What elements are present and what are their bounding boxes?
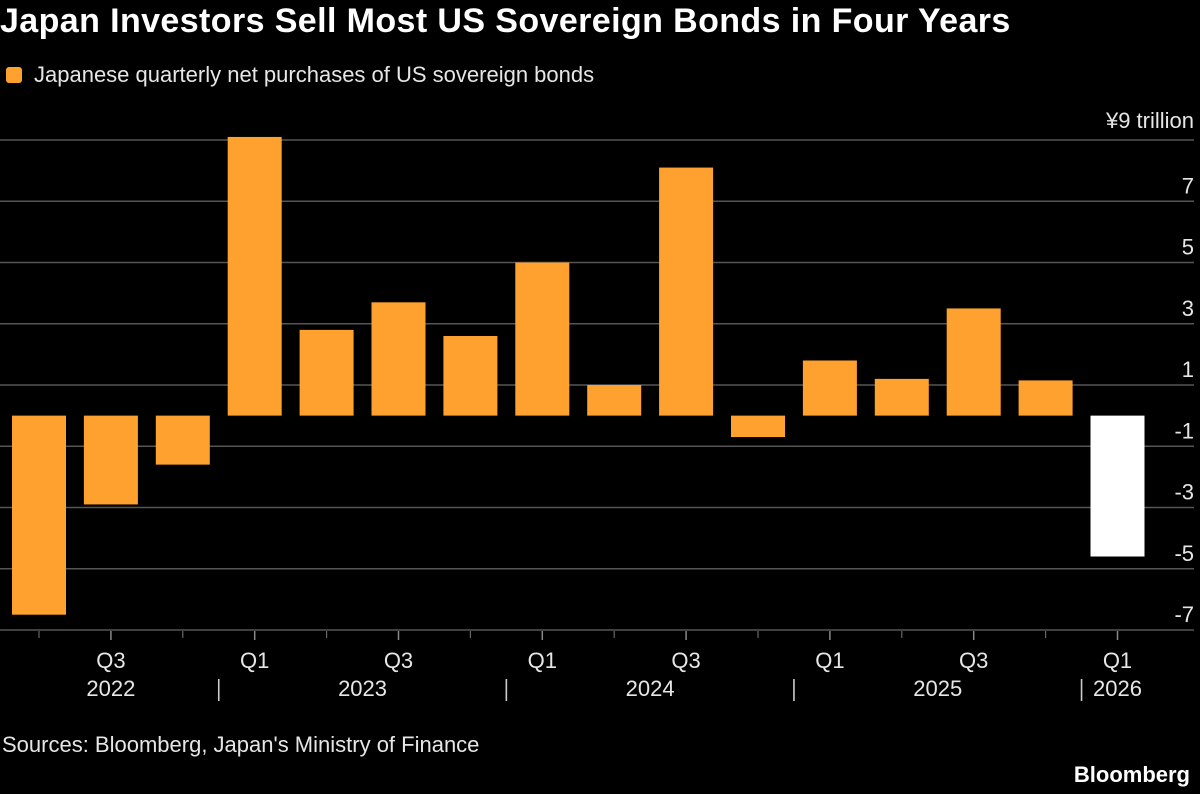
y-tick-label: -5 — [1174, 541, 1194, 566]
y-tick-label: 1 — [1182, 357, 1194, 382]
y-tick-label: ¥9 trillion — [1105, 108, 1194, 133]
x-tick-label: Q3 — [96, 648, 125, 673]
bar-2025-q3 — [946, 308, 1001, 416]
bars — [12, 136, 1145, 615]
y-tick-label: -3 — [1174, 480, 1194, 505]
year-label: 2025 — [913, 676, 962, 701]
x-tick-label: Q3 — [959, 648, 988, 673]
y-tick-label: -7 — [1174, 602, 1194, 627]
bar-2026-q1 — [1090, 415, 1145, 557]
x-tick-label: Q1 — [528, 648, 557, 673]
x-tick-label: Q3 — [671, 648, 700, 673]
bloomberg-logo: Bloomberg — [1073, 762, 1190, 787]
x-axis: Q3 Q1 Q3 Q1 Q3 Q1 Q3 Q1 2022 2023 2024 2025 2026 — [38, 631, 1142, 701]
bar-2023-q3 — [371, 302, 426, 416]
chart-title: Japan Investors Sell Most US Sovereign B… — [0, 2, 1011, 40]
year-label: 2022 — [86, 676, 135, 701]
bar-2025-q1 — [802, 360, 857, 416]
bar-2024-q3 — [659, 167, 714, 416]
bar-2025-q2 — [874, 378, 929, 416]
bar-2024-q1 — [515, 262, 570, 416]
x-tick-label: Q1 — [1103, 648, 1132, 673]
bar-2022-q4 — [155, 415, 210, 465]
source-note: Sources: Bloomberg, Japan's Ministry of … — [2, 732, 480, 757]
legend: Japanese quarterly net purchases of US s… — [6, 62, 594, 88]
bar-2022-q2 — [12, 415, 66, 615]
y-tick-label: 3 — [1182, 296, 1194, 321]
legend-label: Japanese quarterly net purchases of US s… — [34, 62, 595, 87]
x-tick-label: Q1 — [240, 648, 269, 673]
bar-2025-q4 — [1018, 380, 1073, 416]
y-tick-label: 5 — [1182, 235, 1194, 260]
bar-2022-q3 — [83, 415, 138, 505]
bar-2024-q2 — [587, 385, 642, 416]
x-tick-label: Q1 — [815, 648, 844, 673]
y-tick-label: 7 — [1182, 173, 1194, 198]
bar-chart: ¥9 trillion 7 5 3 1 -1 -3 -5 -7 Q3 Q1 Q3 Q1 Q3 Q1 Q3 Q1… — [0, 108, 1194, 701]
bar-2023-q4 — [443, 336, 498, 416]
year-label: 2024 — [626, 676, 675, 701]
y-axis-tick-labels: ¥9 trillion 7 5 3 1 -1 -3 -5 -7 — [1105, 108, 1194, 627]
bar-2024-q4 — [731, 415, 785, 438]
y-tick-label: -1 — [1174, 418, 1194, 443]
year-label: 2023 — [338, 676, 387, 701]
x-tick-label: Q3 — [384, 648, 413, 673]
bar-2023-q1 — [227, 136, 282, 416]
legend-swatch — [6, 67, 22, 83]
year-label: 2026 — [1093, 676, 1142, 701]
bar-2023-q2 — [299, 329, 354, 416]
